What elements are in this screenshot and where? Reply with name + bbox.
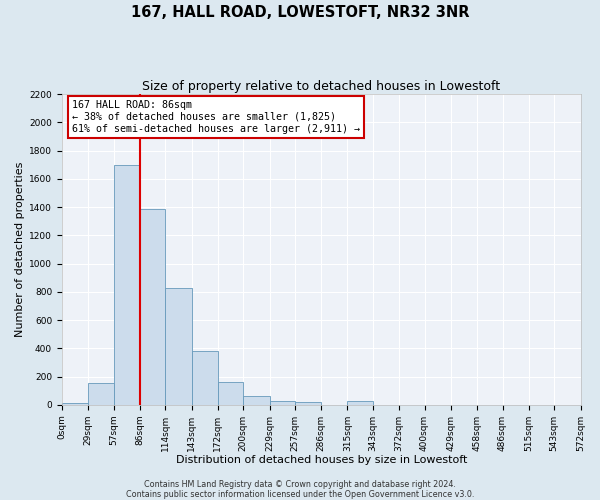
Bar — [347, 401, 373, 404]
Bar — [295, 402, 321, 404]
Bar — [140, 208, 165, 404]
Bar — [269, 400, 295, 404]
Text: Contains HM Land Registry data © Crown copyright and database right 2024.
Contai: Contains HM Land Registry data © Crown c… — [126, 480, 474, 499]
Title: Size of property relative to detached houses in Lowestoft: Size of property relative to detached ho… — [142, 80, 500, 93]
Bar — [165, 288, 191, 405]
X-axis label: Distribution of detached houses by size in Lowestoft: Distribution of detached houses by size … — [176, 455, 467, 465]
Text: 167, HALL ROAD, LOWESTOFT, NR32 3NR: 167, HALL ROAD, LOWESTOFT, NR32 3NR — [131, 5, 469, 20]
Bar — [191, 351, 218, 405]
Text: 167 HALL ROAD: 86sqm
← 38% of detached houses are smaller (1,825)
61% of semi-de: 167 HALL ROAD: 86sqm ← 38% of detached h… — [72, 100, 360, 134]
Bar — [113, 165, 140, 404]
Bar — [218, 382, 243, 404]
Y-axis label: Number of detached properties: Number of detached properties — [15, 162, 25, 337]
Bar — [88, 383, 113, 404]
Bar — [62, 402, 88, 404]
Bar — [243, 396, 269, 404]
